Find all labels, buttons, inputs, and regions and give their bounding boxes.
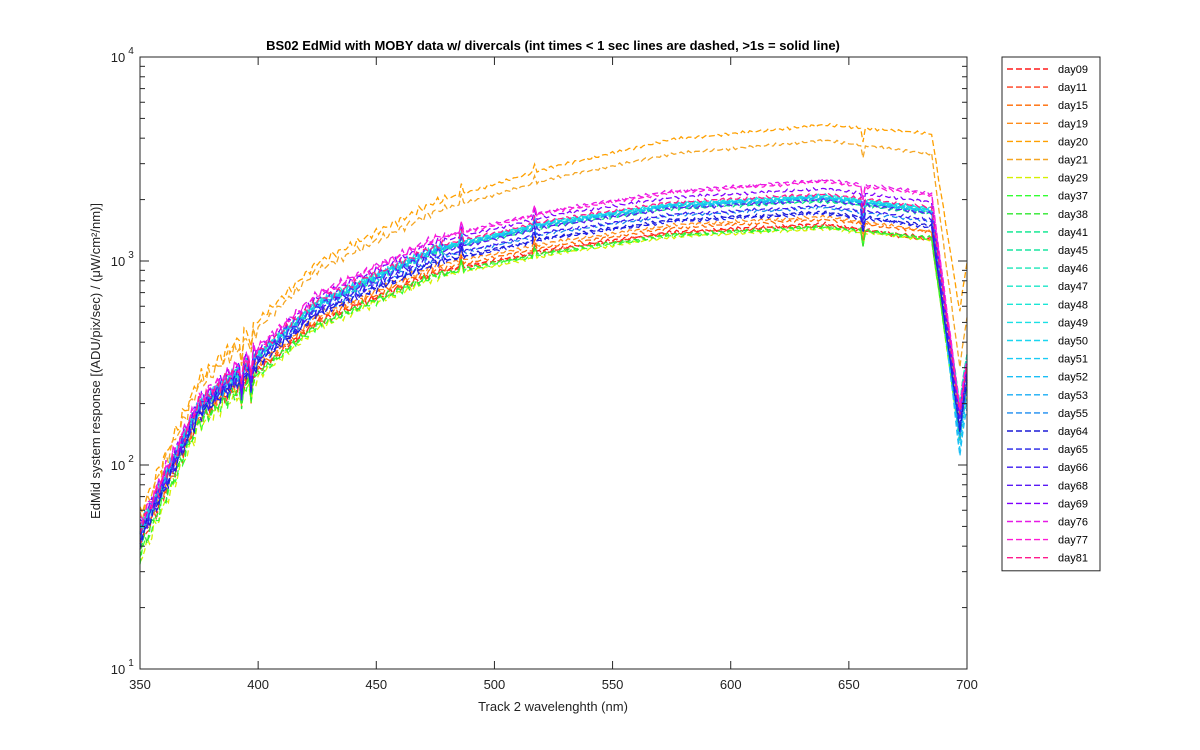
x-tick-label: 650 [838, 677, 860, 692]
chart-title: BS02 EdMid with MOBY data w/ divercals (… [266, 38, 840, 53]
series-line-day37 [139, 225, 968, 565]
series-line-day66 [139, 204, 968, 544]
plot-frame [139, 56, 968, 670]
legend-label: day29 [1058, 173, 1088, 185]
x-tick-label: 400 [247, 677, 269, 692]
x-tick-label: 700 [956, 677, 978, 692]
legend-label: day47 [1058, 281, 1088, 293]
legend-label: day41 [1058, 227, 1088, 239]
legend-label: day50 [1058, 336, 1088, 348]
x-axis-label: Track 2 wavelenghth (nm) [478, 699, 628, 714]
series-line-day65 [139, 211, 968, 550]
y-tick-exponent: 1 [128, 658, 134, 669]
legend-label: day51 [1058, 354, 1088, 366]
legend-label: day77 [1058, 535, 1088, 547]
series-line-day21 [139, 138, 968, 523]
x-tick-label: 550 [602, 677, 624, 692]
legend-label: day21 [1058, 155, 1088, 167]
series-line-day49 [139, 192, 968, 531]
legend-label: day49 [1058, 317, 1088, 329]
legend-label: day19 [1058, 118, 1088, 130]
y-tick-exponent: 4 [128, 46, 134, 57]
legend-label: day38 [1058, 209, 1088, 221]
legend-label: day69 [1058, 498, 1088, 510]
legend-label: day55 [1058, 408, 1088, 420]
series-line-day15 [139, 217, 968, 542]
legend-label: day81 [1058, 553, 1088, 565]
legend-label: day20 [1058, 136, 1088, 148]
y-tick-label: 10 [111, 458, 125, 473]
series-line-day38 [139, 224, 968, 558]
series-line-day68 [139, 197, 968, 535]
legend-label: day11 [1058, 82, 1087, 94]
legend-label: day46 [1058, 263, 1088, 275]
y-tick-label: 10 [111, 254, 125, 269]
x-tick-label: 350 [129, 677, 151, 692]
y-axis-label: EdMid system response [(ADU/pix/sec) / (… [88, 203, 103, 519]
y-tick-label: 10 [111, 662, 125, 677]
legend: day09 day11 day15 day19 day20 day21 day29 day37… [1001, 56, 1101, 572]
y-tick-label: 10 [111, 50, 125, 65]
y-tick-exponent: 3 [128, 250, 134, 261]
legend-box [1001, 56, 1101, 572]
legend-label: day53 [1058, 390, 1088, 402]
legend-label: day64 [1058, 426, 1088, 438]
x-tick-label: 450 [365, 677, 387, 692]
legend-label: day15 [1058, 100, 1088, 112]
x-tick-label: 500 [484, 677, 506, 692]
series-line-day53 [139, 196, 968, 534]
legend-label: day65 [1058, 444, 1088, 456]
series-lines [139, 122, 968, 565]
y-tick-exponent: 2 [128, 454, 134, 465]
legend-label: day52 [1058, 372, 1088, 384]
series-line-day76 [139, 177, 968, 523]
series-line-day77 [139, 179, 968, 526]
x-tick-label: 600 [720, 677, 742, 692]
series-line-day69 [139, 187, 968, 523]
legend-label: day48 [1058, 299, 1088, 311]
legend-label: day76 [1058, 517, 1088, 529]
legend-label: day45 [1058, 245, 1088, 257]
legend-label: day37 [1058, 191, 1088, 203]
legend-label: day66 [1058, 462, 1088, 474]
legend-label: day68 [1058, 480, 1088, 492]
series-line-day19 [139, 214, 968, 535]
legend-label: day09 [1058, 64, 1088, 76]
series-line-day81 [139, 192, 968, 534]
series-line-day20 [139, 122, 968, 515]
